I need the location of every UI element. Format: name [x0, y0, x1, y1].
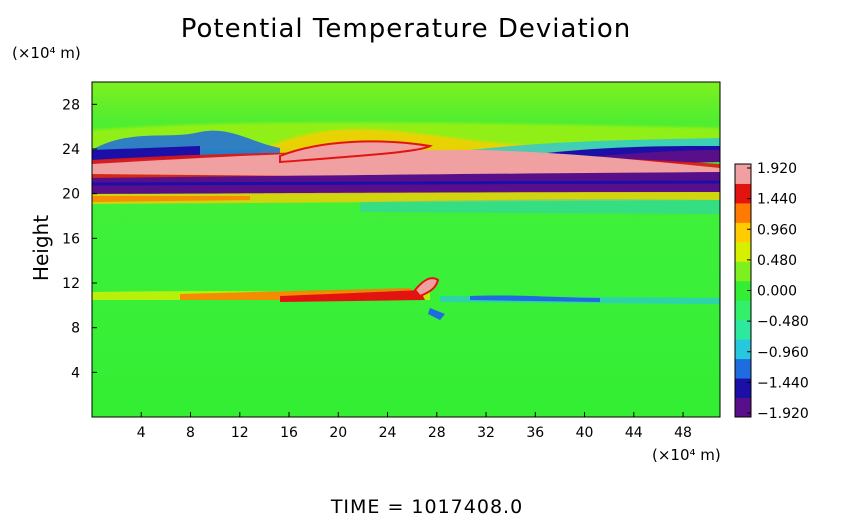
colorbar-label: 1.440: [757, 192, 797, 208]
y-tick-label: 16: [62, 231, 80, 247]
x-tick-label: 24: [379, 425, 397, 441]
x-tick-label: 48: [674, 425, 692, 441]
colorbar-label: 0.480: [757, 253, 797, 269]
y-tick-label: 8: [71, 321, 80, 337]
y-tick-label: 4: [71, 365, 80, 381]
time-label: TIME = 1017408.0: [330, 496, 524, 518]
colorbar-label: −0.960: [757, 345, 809, 361]
colorbar-label: 1.920: [757, 161, 797, 177]
plot-frame: [91, 81, 721, 418]
colorbar-swatch: [735, 261, 751, 282]
colorbar: 1.920 1.440 0.960 0.480 0.000 −0.480 −0.960 −1.…: [734, 161, 809, 422]
colorbar-label: 0.960: [757, 222, 797, 238]
heatmap-field: [92, 82, 720, 417]
colorbar-swatch: [735, 378, 751, 399]
colorbar-swatch: [735, 164, 751, 184]
y-axis: 4 8 12 16 20 24 28: [62, 97, 97, 381]
x-tick-label: 40: [576, 425, 594, 441]
x-axis: 4 8 12 16 20 24 28 32 36 40 44 48: [137, 412, 692, 441]
colorbar-swatch: [735, 339, 751, 360]
y-tick-label: 28: [62, 97, 80, 113]
x-tick-label: 36: [526, 425, 544, 441]
colorbar-swatch: [735, 183, 751, 204]
y-tick-label: 12: [62, 276, 80, 292]
colorbar-swatch: [735, 241, 751, 262]
x-axis-unit: (×10⁴ m): [652, 446, 721, 464]
colorbar-swatch: [735, 202, 751, 223]
x-tick-label: 8: [186, 425, 195, 441]
colorbar-label: −0.480: [757, 314, 809, 330]
colorbar-label: 0.000: [757, 284, 797, 300]
y-tick-label: 24: [62, 142, 80, 158]
colorbar-swatch: [735, 280, 751, 301]
x-tick-label: 12: [231, 425, 249, 441]
colorbar-swatch: [735, 358, 751, 379]
colorbar-label: −1.920: [757, 406, 809, 422]
x-tick-label: 20: [329, 425, 347, 441]
y-tick-label: 20: [62, 187, 80, 203]
chart-title: Potential Temperature Deviation: [180, 14, 632, 44]
x-tick-label: 28: [428, 425, 446, 441]
colorbar-swatch: [735, 319, 751, 340]
x-tick-label: 32: [477, 425, 495, 441]
colorbar-swatch: [735, 300, 751, 321]
x-tick-label: 44: [625, 425, 643, 441]
colorbar-label: −1.440: [757, 375, 809, 391]
colorbar-swatch: [735, 222, 751, 243]
x-tick-label: 4: [137, 425, 146, 441]
colorbar-swatch: [735, 397, 751, 418]
x-tick-label: 16: [280, 425, 298, 441]
y-axis-unit: (×10⁴ m): [12, 44, 81, 62]
